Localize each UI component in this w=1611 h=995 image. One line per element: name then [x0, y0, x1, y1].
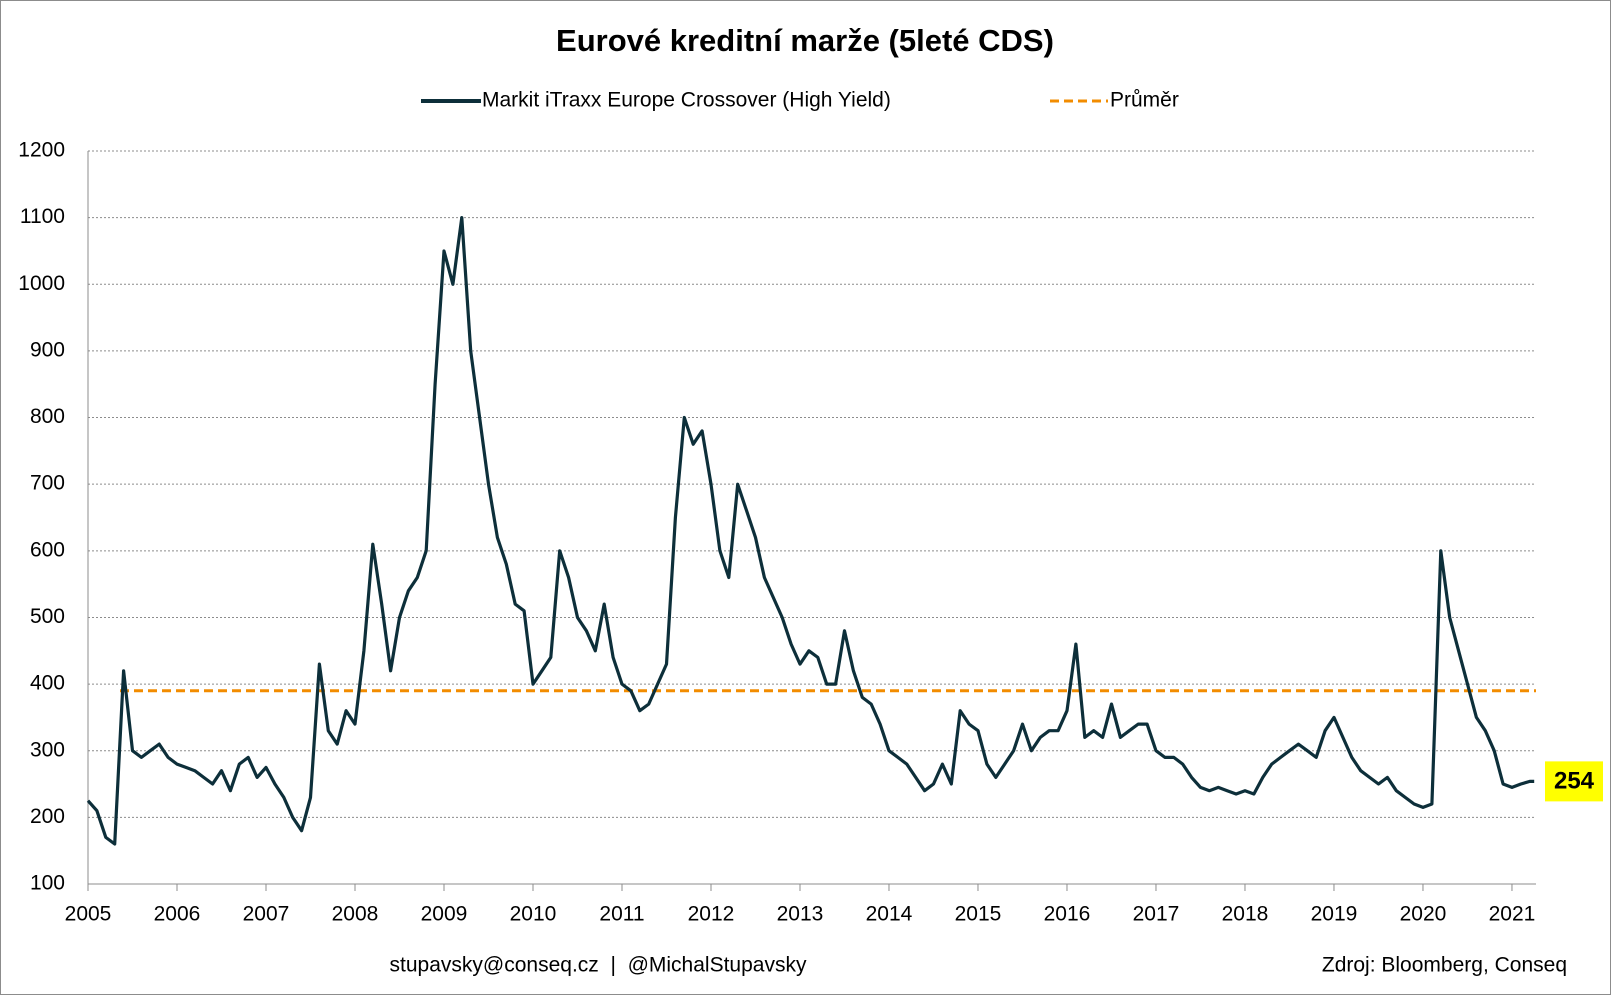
x-tick-label: 2015	[955, 903, 1002, 926]
x-tick-label: 2017	[1133, 903, 1180, 926]
chart-title: Eurové kreditní marže (5leté CDS)	[556, 23, 1054, 58]
x-tick-label: 2013	[777, 903, 824, 926]
y-tick-label: 900	[30, 338, 65, 361]
x-tick-label: 2014	[866, 903, 913, 926]
footer: stupavsky@conseq.cz | @MichalStupavsky	[390, 954, 807, 977]
x-tick-label: 2018	[1222, 903, 1269, 926]
x-tick-label: 2006	[154, 903, 201, 926]
x-tick-label: 2010	[510, 903, 557, 926]
x-tick-label: 2021	[1489, 903, 1536, 926]
x-tick-label: 2005	[65, 903, 112, 926]
x-tick-label: 2011	[599, 903, 644, 926]
y-tick-label: 500	[30, 605, 65, 628]
x-tick-label: 2009	[421, 903, 468, 926]
x-tick-label: 2020	[1400, 903, 1447, 926]
y-tick-label: 300	[30, 738, 65, 761]
data-line	[86, 216, 1535, 846]
x-tick-label: 2012	[688, 903, 735, 926]
y-tick-label: 400	[30, 672, 65, 695]
legend-label: Markit iTraxx Europe Crossover (High Yie…	[482, 89, 891, 112]
y-tick-label: 200	[30, 805, 65, 828]
y-tick-label: 1200	[18, 139, 65, 162]
y-tick-label: 1000	[18, 272, 65, 295]
y-tick-label: 100	[30, 872, 65, 895]
x-tick-label: 2007	[243, 903, 290, 926]
y-tick-label: 1100	[20, 205, 65, 228]
y-tick-label: 700	[30, 472, 65, 495]
x-tick-label: 2016	[1044, 903, 1091, 926]
source: Zdroj: Bloomberg, Conseq	[1322, 954, 1567, 977]
x-tick-label: 2008	[332, 903, 379, 926]
y-tick-label: 600	[30, 538, 65, 561]
end-label-box	[1545, 761, 1603, 802]
end-label: 254	[1554, 768, 1595, 795]
x-tick-label: 2019	[1311, 903, 1358, 926]
legend-label: Průměr	[1110, 89, 1179, 112]
y-tick-label: 800	[30, 405, 65, 428]
